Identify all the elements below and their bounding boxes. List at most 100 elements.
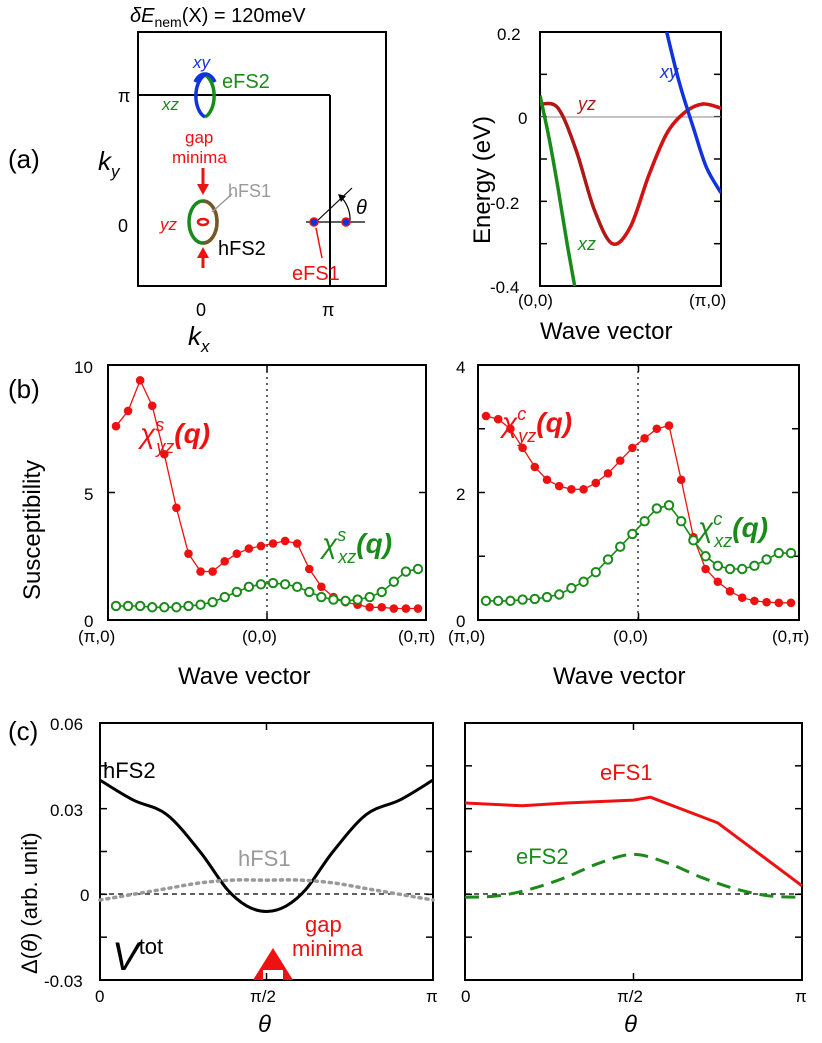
- gap-annot-minima: minima: [292, 936, 364, 961]
- panel-label-a: (a): [8, 144, 40, 174]
- efs1-pocket-right: [341, 217, 351, 227]
- gap-ylabel: Δ(θ) (arb. unit): [17, 832, 42, 974]
- fs-label-minima: minima: [172, 148, 227, 167]
- spin-point: [389, 604, 399, 613]
- charge-point: [750, 596, 759, 606]
- spin-point: [316, 591, 327, 603]
- charge-point: [737, 593, 747, 602]
- spin-point: [256, 541, 266, 551]
- charge-point: [713, 577, 723, 587]
- charge-point: [554, 481, 564, 491]
- charge-point: [505, 595, 516, 607]
- spin-point: [122, 600, 134, 612]
- spin-point: [413, 604, 423, 613]
- charge-point: [480, 595, 492, 607]
- charge-point: [602, 554, 614, 565]
- charge-point: [749, 560, 760, 572]
- fs-xtick-0: 0: [196, 300, 206, 320]
- charge-point: [541, 591, 553, 603]
- charge-point: [615, 456, 625, 465]
- efs2-contour-left: [194, 73, 206, 119]
- spin-point: [123, 406, 133, 416]
- fs-label-xz: xz: [161, 95, 180, 114]
- spin-point: [340, 595, 351, 607]
- spin-xlabel: Wave vector: [178, 663, 310, 690]
- charge-point: [481, 411, 491, 421]
- fermi-surface-panel: δEnem(X) = 120meV π 0 0 π kx ky xy xz eF…: [98, 5, 387, 356]
- band-xlabel: Wave vector: [540, 318, 672, 345]
- spin-point: [401, 604, 411, 613]
- gap-hole-ticks: [100, 722, 433, 981]
- gap-hole-panel: 0.06 0.03 0 -0.03 0 π/2 π θ Δ(θ) (arb. u…: [17, 715, 438, 1038]
- spin-point: [279, 579, 291, 590]
- fs-frame: [137, 31, 387, 287]
- spin-point: [184, 549, 193, 558]
- spin-point: [292, 581, 303, 593]
- gap-label-efs1: eFS1: [600, 760, 653, 785]
- fs-ytick-0: 0: [118, 216, 128, 236]
- band-line-xz: [540, 95, 577, 286]
- spin-point: [377, 602, 387, 612]
- gap-hole-line-hFS2: [99, 778, 434, 914]
- charge-point: [554, 589, 565, 600]
- charge-point: [529, 593, 540, 605]
- charge-point: [615, 541, 626, 552]
- fs-title: δEnem(X) = 120meV: [130, 5, 306, 30]
- spin-point: [208, 567, 217, 576]
- spin-point: [328, 594, 339, 605]
- charge-point: [640, 434, 649, 443]
- charge-ticks: [478, 364, 799, 621]
- spin-point: [147, 401, 157, 411]
- fs-xtick-pi: π: [322, 300, 334, 320]
- spin-ytick-0: 0: [84, 612, 93, 631]
- susceptibility-ylabel: Susceptibility: [19, 460, 46, 600]
- charge-point: [542, 475, 552, 485]
- charge-point: [579, 485, 588, 494]
- gap-electron-xtick-1: π/2: [617, 987, 643, 1006]
- spin-point: [268, 539, 278, 548]
- spin-point: [183, 600, 194, 612]
- spin-point: [364, 591, 375, 603]
- charge-point: [700, 551, 711, 562]
- fs-label-efs1: eFS1: [292, 263, 340, 285]
- charge-xtick-2: (0,π): [772, 627, 809, 646]
- band-ytick-0: 0.2: [497, 25, 521, 44]
- spin-point: [196, 567, 205, 576]
- gap-ytick-2: 0: [80, 886, 89, 905]
- gap-hole-line-hFS1: [98, 878, 435, 902]
- charge-point: [530, 462, 540, 472]
- charge-point: [785, 547, 797, 559]
- charge-point: [773, 547, 784, 559]
- band-ytick-3: -0.4: [490, 278, 519, 297]
- theta-ray: [315, 187, 353, 223]
- band-ylabel: Energy (eV): [469, 116, 496, 244]
- gap-ytick-3: -0.03: [44, 972, 83, 991]
- band-label-xy: xy: [659, 62, 679, 82]
- gap-ytick-0: 0.06: [50, 715, 83, 734]
- charge-point: [761, 554, 772, 565]
- spin-ticks: [108, 364, 426, 621]
- gap-electron-xtick-0: 0: [461, 987, 470, 1006]
- charge-xtick-0: (π,0): [448, 627, 485, 646]
- fs-label-xy: xy: [192, 53, 212, 72]
- spin-label-xz: χs xz(q): [319, 525, 392, 567]
- charge-point: [663, 500, 675, 511]
- spin-point: [365, 602, 374, 612]
- spin-point: [220, 557, 230, 566]
- gap-hole-lines: [98, 778, 435, 914]
- fs-label-hfs1: hFS1: [228, 181, 271, 201]
- band-xtick-0: (0,0): [518, 291, 553, 310]
- charge-point: [567, 485, 576, 494]
- charge-point: [566, 582, 577, 594]
- spin-point: [376, 586, 387, 598]
- spin-xtick-2: (0,π): [398, 627, 435, 646]
- charge-point: [676, 475, 686, 485]
- gap-label-efs2: eFS2: [516, 844, 569, 869]
- charge-ytick-2: 2: [456, 485, 465, 504]
- gap-electron-xtick-2: π: [795, 987, 807, 1006]
- spin-point: [134, 600, 146, 612]
- spin-point: [304, 586, 315, 598]
- gap-annot-gap: gap: [305, 912, 342, 937]
- theta-arrow-head: [338, 194, 346, 202]
- gap-electron-xlabel: θ: [624, 1011, 637, 1038]
